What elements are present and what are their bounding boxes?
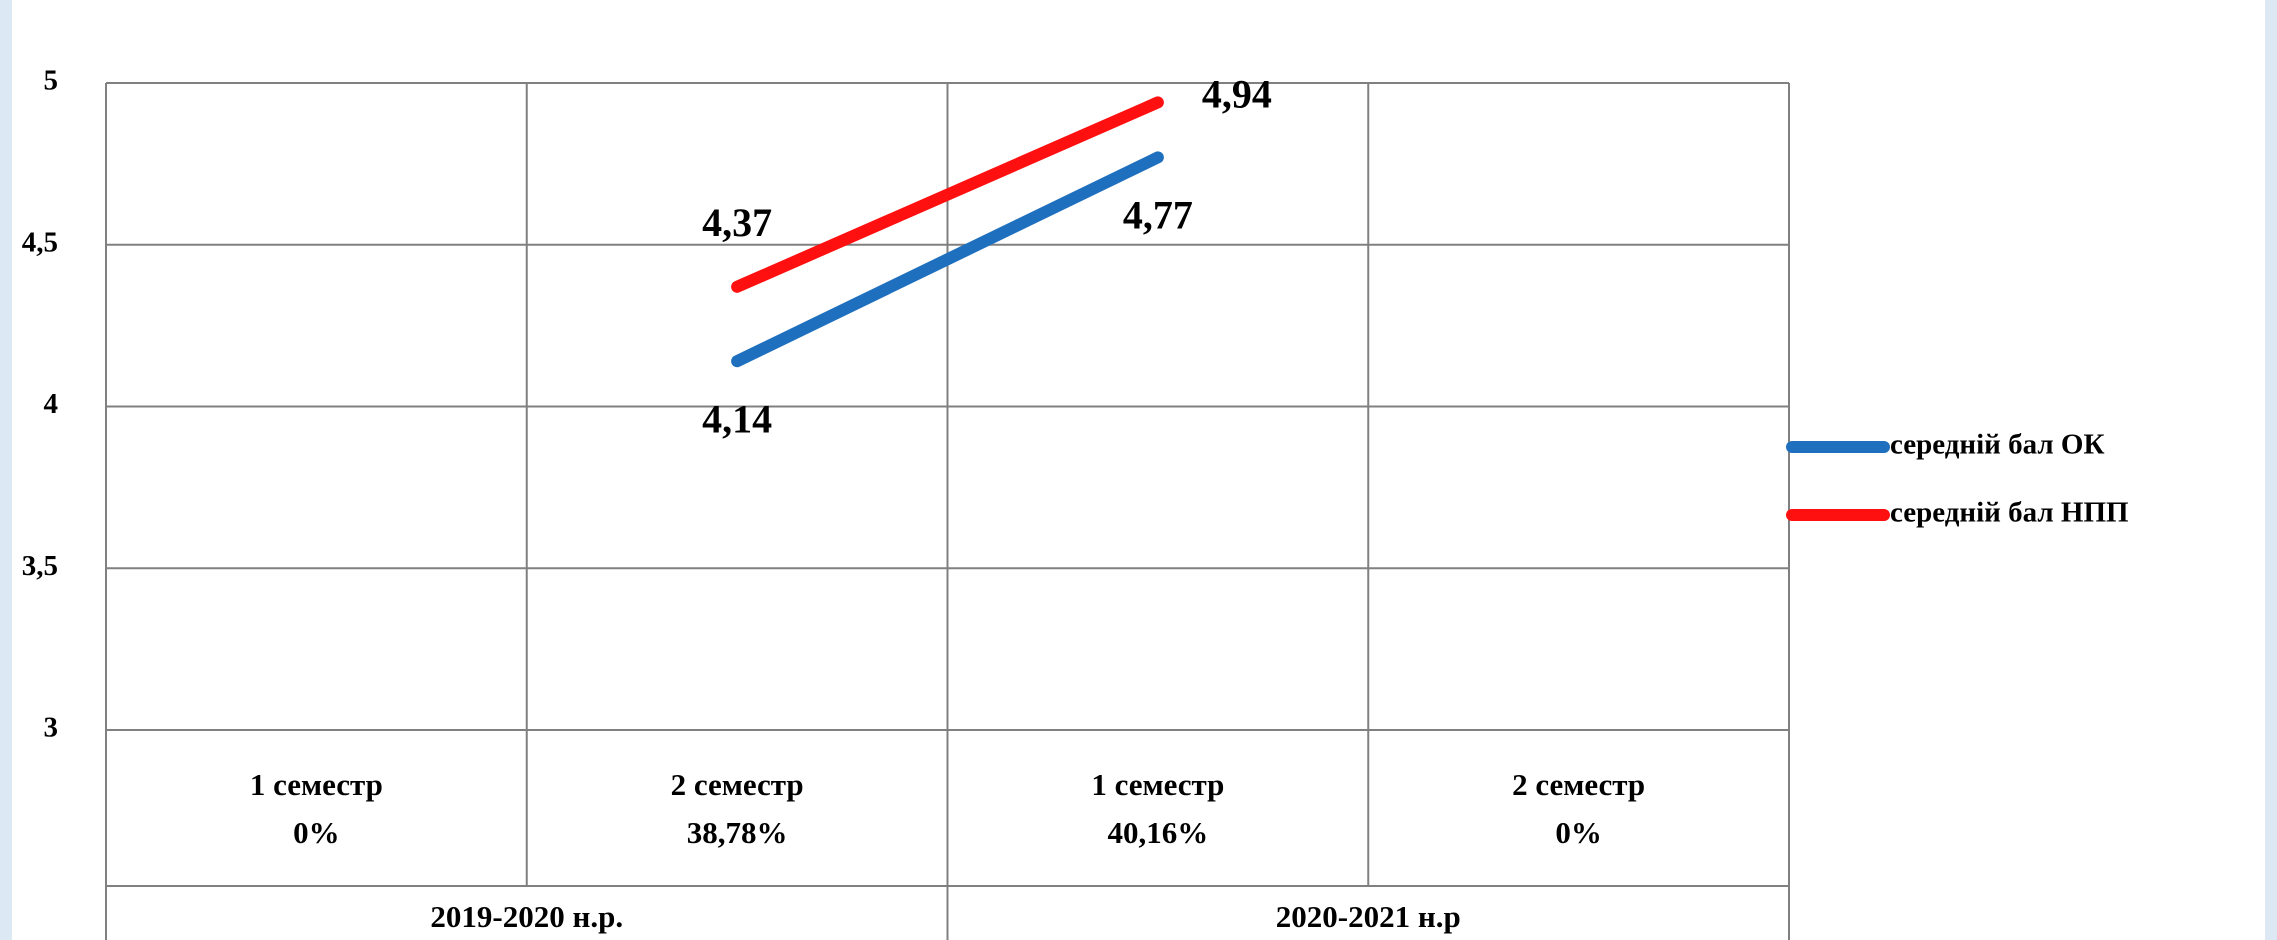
x-tick-label: 2 семестр xyxy=(671,767,804,802)
x-tick-label: 2 семестр xyxy=(1512,767,1645,802)
group-label: 2019-2020 н.р. xyxy=(430,899,623,934)
y-tick-label: 3 xyxy=(44,712,59,744)
x-tick-sublabel: 0% xyxy=(1555,815,1602,850)
x-tick-sublabel: 40,16% xyxy=(1108,815,1209,850)
data-label: 4,37 xyxy=(702,200,772,245)
series-line xyxy=(731,151,1164,368)
x-tick-sublabel: 38,78% xyxy=(687,815,788,850)
x-tick-label: 1 семестр xyxy=(250,767,383,802)
x-tick-sublabel: 0% xyxy=(293,815,340,850)
y-tick-label: 3,5 xyxy=(22,550,58,582)
group-label: 2020-2021 н.р xyxy=(1276,899,1461,934)
chart-background xyxy=(12,0,2265,940)
data-label: 4,77 xyxy=(1123,193,1193,238)
y-tick-label: 4,5 xyxy=(22,226,58,258)
legend-label: середній бал НПП xyxy=(1890,497,2129,529)
y-tick-label: 5 xyxy=(44,65,59,97)
data-label: 4,14 xyxy=(702,396,772,441)
series-line xyxy=(731,96,1164,293)
legend-label: середній бал ОК xyxy=(1890,429,2104,461)
y-tick-label: 4 xyxy=(44,388,59,420)
data-label: 4,94 xyxy=(1202,72,1272,117)
x-tick-label: 1 семестр xyxy=(1091,767,1224,802)
